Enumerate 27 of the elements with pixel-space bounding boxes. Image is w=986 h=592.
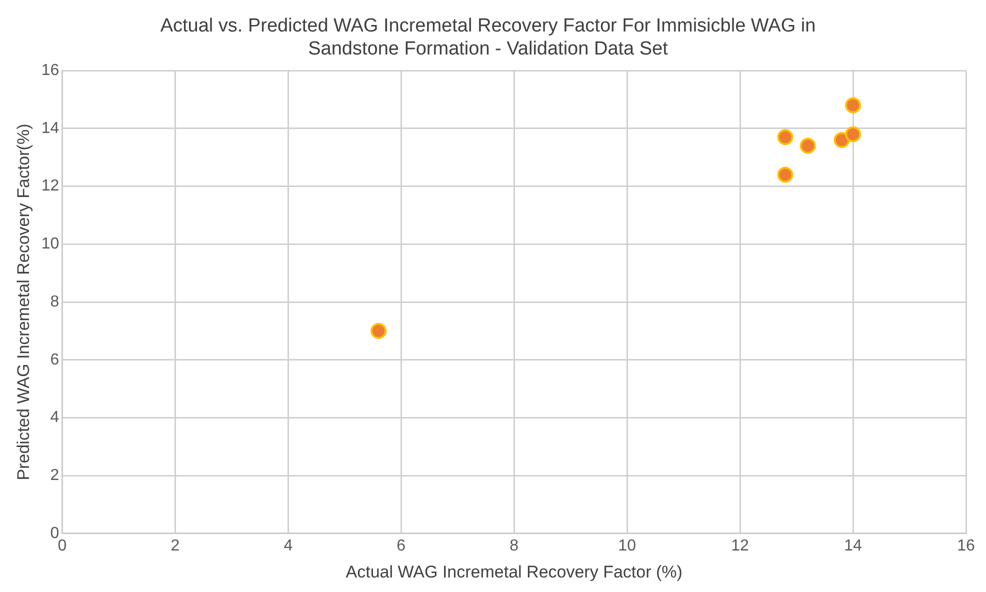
point [777, 129, 794, 146]
y-tick-label: 2 [50, 466, 60, 484]
x-tick-label: 12 [731, 537, 750, 554]
point [370, 322, 387, 339]
x-tick-label: 2 [170, 537, 180, 554]
x-axis-title: Actual WAG Incremetal Recovery Factor (%) [346, 562, 682, 582]
x-tick-label: 14 [844, 537, 862, 554]
x-tick-label: 16 [957, 537, 975, 554]
x-tick-label: 6 [396, 537, 406, 554]
x-tick-label: 10 [618, 537, 636, 554]
y-tick-label: 12 [41, 178, 60, 195]
y-tick-label: 8 [50, 293, 60, 310]
y-tick-label: 0 [50, 524, 60, 542]
x-tick-label: 4 [284, 537, 293, 554]
point [777, 166, 794, 183]
point [845, 126, 862, 142]
y-tick-label: 14 [41, 120, 60, 137]
point [845, 97, 862, 114]
x-tick-label: 8 [510, 537, 519, 554]
y-tick-label: 6 [50, 351, 60, 368]
y-axis-title: Predicted WAG Incremetal Recovery Factor(%) [14, 124, 33, 480]
point [800, 138, 816, 154]
point [834, 132, 850, 148]
chart-title: Actual vs. Predicted WAG Incremetal Recovery Factor For Immisicble WAG in Sandstone Formation - Validation Data Set [160, 16, 816, 60]
y-tick-label: 10 [41, 236, 60, 253]
y-tick-label: 4 [50, 409, 60, 426]
y-tick-label: 16 [41, 62, 60, 80]
